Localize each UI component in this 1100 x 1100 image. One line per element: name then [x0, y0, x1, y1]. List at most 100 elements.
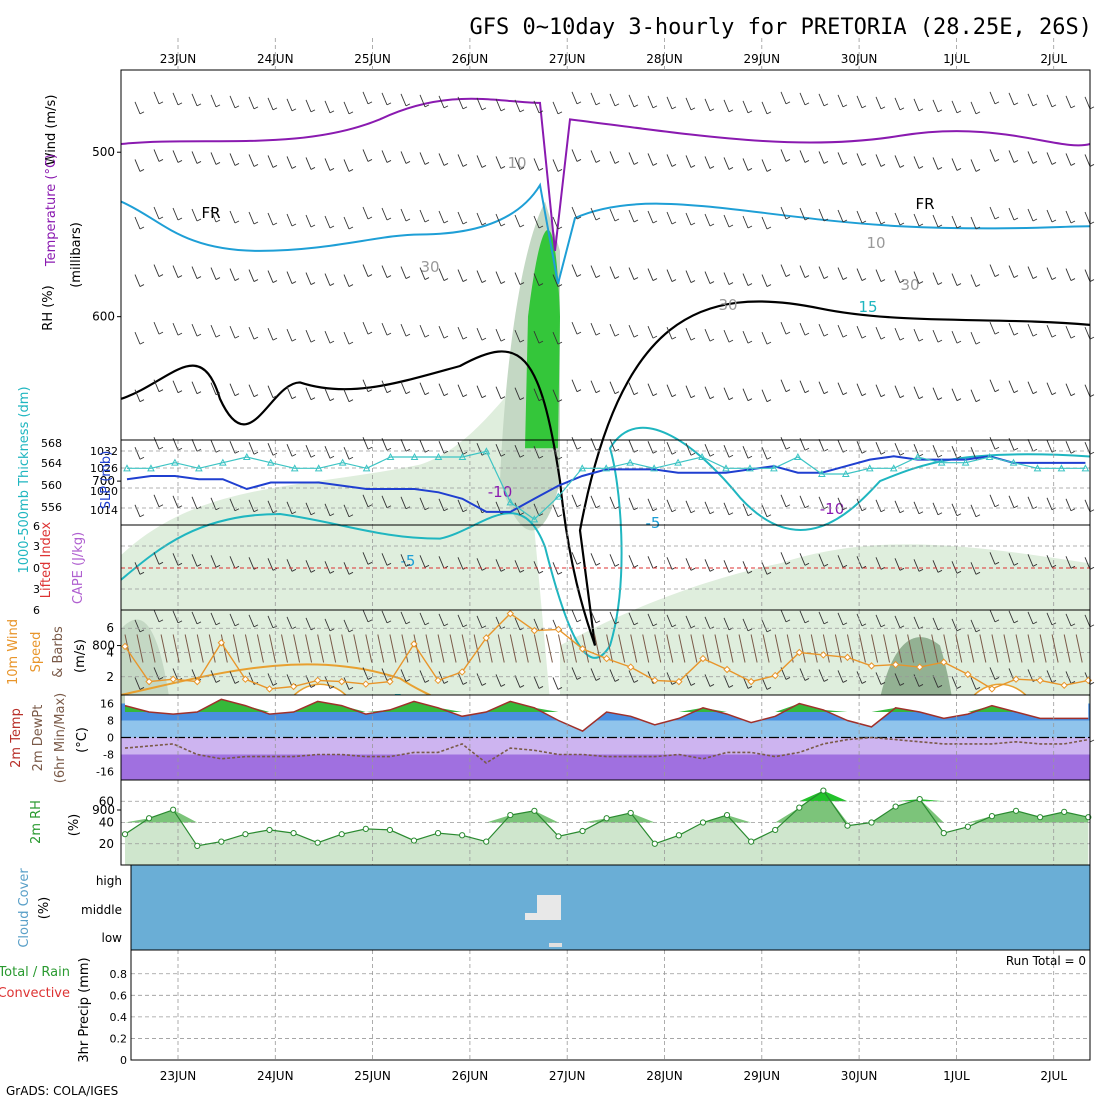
wind-barb	[918, 338, 924, 342]
wind-barb	[153, 667, 160, 680]
thickness-point	[554, 492, 563, 500]
wind-barb	[994, 101, 1000, 105]
wind10m-barb	[509, 634, 517, 663]
wind-barb	[975, 341, 981, 345]
wind-barb	[590, 322, 597, 336]
wind-barb	[557, 284, 563, 287]
wind-barb	[1013, 332, 1019, 336]
wind-barb	[571, 264, 578, 277]
wind10m-tick-label: 6	[106, 621, 114, 635]
wind-barb	[1065, 325, 1072, 339]
temp-fill-warm	[125, 699, 1089, 712]
wind-barb	[728, 109, 734, 113]
temp2m-label-b: 2m DewPt	[31, 705, 46, 772]
wind-barb	[766, 629, 772, 633]
wind-barb	[495, 98, 502, 112]
wind-barb	[500, 568, 506, 572]
rh2m-point	[507, 811, 514, 819]
wind-barb	[286, 98, 293, 112]
precip-tick-label: 0.4	[110, 1011, 128, 1024]
wind-barb	[571, 552, 578, 565]
wind-barb	[861, 623, 867, 627]
wind10m-barb	[943, 634, 951, 663]
wind-barb	[913, 616, 920, 630]
slp-tick-label: 1014	[90, 504, 118, 517]
rh2m-point	[121, 831, 129, 838]
wind-barb	[628, 267, 635, 280]
rh2m-point	[218, 838, 225, 845]
wind-barb	[400, 439, 407, 452]
wind-barb	[1065, 210, 1072, 224]
precip-label-c: 3hr Precip (mm)	[77, 957, 92, 1062]
wind-barb	[1027, 266, 1034, 279]
slp-thickness-panel: 568 564 560 556 1032 1026 1020 1014	[41, 437, 1091, 526]
wind-barb	[747, 168, 753, 171]
wind-barb	[937, 569, 943, 573]
wind-barb	[685, 97, 692, 111]
wind-barb	[305, 387, 312, 400]
wind-barb	[875, 499, 882, 512]
wind-barb	[343, 447, 350, 460]
wind10m-barb	[389, 634, 397, 663]
rh2m-point	[386, 826, 393, 834]
contour-label: 10	[866, 234, 885, 252]
wind-barb	[595, 102, 601, 106]
wind-barb	[348, 226, 354, 230]
wind-barb	[1013, 160, 1019, 163]
wind-barb	[310, 569, 316, 573]
wind-barb	[937, 397, 943, 401]
wind-barb	[704, 328, 711, 342]
wind-barb	[918, 511, 924, 515]
wind-barb	[837, 209, 844, 223]
wind-barb	[291, 511, 297, 515]
wind-barb	[747, 455, 753, 459]
wind-barb	[267, 558, 274, 571]
contour-label: -5	[646, 514, 661, 532]
wind-barb	[647, 153, 654, 166]
thickness-point	[171, 458, 179, 466]
wind-barb	[210, 324, 217, 338]
wind-barb	[286, 674, 293, 687]
wind-barb	[139, 226, 145, 230]
wind-barb	[419, 94, 426, 108]
wind-barb	[538, 225, 544, 229]
wind10m-point	[410, 640, 418, 648]
wind-barb	[500, 453, 506, 457]
wind10m-barb	[1063, 634, 1071, 663]
wind-barb	[799, 322, 806, 336]
wind-barb	[761, 619, 768, 633]
wind-barb	[272, 683, 278, 686]
wind-barb	[804, 678, 810, 681]
wind-barb	[842, 104, 848, 108]
wind-barb	[837, 94, 844, 108]
rh2m-point	[483, 838, 490, 845]
wind10m-barb	[269, 634, 276, 663]
wind10m-barb	[786, 634, 794, 663]
wind-barb	[367, 619, 373, 623]
wind-barb	[462, 279, 468, 282]
wind10m-label-a: 10m Wind	[6, 619, 21, 685]
wind-barb	[614, 621, 620, 625]
wind-barb	[614, 563, 620, 567]
wind-barb	[457, 384, 464, 397]
wind-barb	[837, 440, 844, 453]
wind-barb	[215, 104, 221, 108]
wind-barb	[134, 101, 141, 115]
wind-barb	[500, 338, 506, 342]
rh2m-point	[362, 825, 369, 832]
wind-barb	[728, 397, 734, 401]
wind-barb	[1008, 322, 1015, 336]
thickness-point	[410, 452, 419, 460]
wind-barb	[704, 444, 711, 457]
wind-barb	[666, 557, 673, 570]
wind-barb	[267, 155, 274, 168]
wind-barb	[633, 219, 639, 223]
wind10m-point	[362, 680, 370, 688]
wind-barb	[723, 560, 730, 573]
wind-barb	[191, 151, 198, 164]
wind-barb	[609, 151, 616, 164]
wind-barb	[533, 618, 540, 632]
wind-barb	[590, 92, 597, 106]
wind-barb	[666, 384, 673, 397]
wind-barb	[690, 683, 696, 686]
